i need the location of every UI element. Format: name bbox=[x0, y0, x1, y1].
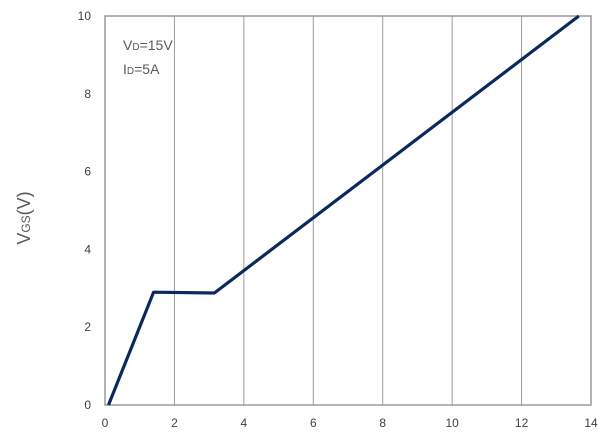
y-axis-label-main: V bbox=[14, 233, 34, 245]
x-axis-tick-labels: 0 2 4 6 8 10 12 14 bbox=[102, 416, 598, 430]
y-tick-label: 10 bbox=[78, 9, 92, 23]
x-tick-label: 0 bbox=[102, 416, 109, 430]
annotation-vd-main: V bbox=[123, 37, 133, 53]
y-axis-label-unit: (V) bbox=[14, 191, 34, 215]
annotation-vd-value: =15V bbox=[140, 37, 174, 53]
annotation-vd-sub: D bbox=[132, 42, 139, 53]
y-axis-label: VGS(V) bbox=[14, 191, 34, 244]
x-tick-label: 4 bbox=[241, 416, 248, 430]
x-tick-label: 6 bbox=[310, 416, 317, 430]
x-tick-label: 8 bbox=[379, 416, 386, 430]
x-tick-label: 10 bbox=[445, 416, 459, 430]
annotation-id-sub: D bbox=[127, 66, 134, 77]
series-layer bbox=[106, 14, 580, 406]
annotation-id-main: I bbox=[123, 61, 127, 77]
gate-charge-series-line bbox=[106, 14, 580, 406]
y-tick-label: 0 bbox=[84, 398, 91, 412]
y-tick-label: 8 bbox=[84, 87, 91, 101]
y-tick-label: 6 bbox=[84, 165, 91, 179]
annotation-drain-current: ID=5A bbox=[123, 61, 160, 77]
grid-lines bbox=[173, 16, 523, 405]
plot-area-frame bbox=[104, 15, 592, 406]
x-tick-label: 12 bbox=[515, 416, 529, 430]
y-axis-tick-labels: 0 2 4 6 8 10 bbox=[78, 9, 92, 412]
y-axis-label-subscript: GS bbox=[19, 215, 33, 232]
x-tick-label: 14 bbox=[584, 416, 598, 430]
y-tick-label: 2 bbox=[84, 320, 91, 334]
annotation-drain-voltage: VD=15V bbox=[123, 37, 173, 53]
annotation-id-value: =5A bbox=[134, 61, 160, 77]
y-tick-label: 4 bbox=[84, 242, 91, 256]
x-tick-label: 2 bbox=[171, 416, 178, 430]
